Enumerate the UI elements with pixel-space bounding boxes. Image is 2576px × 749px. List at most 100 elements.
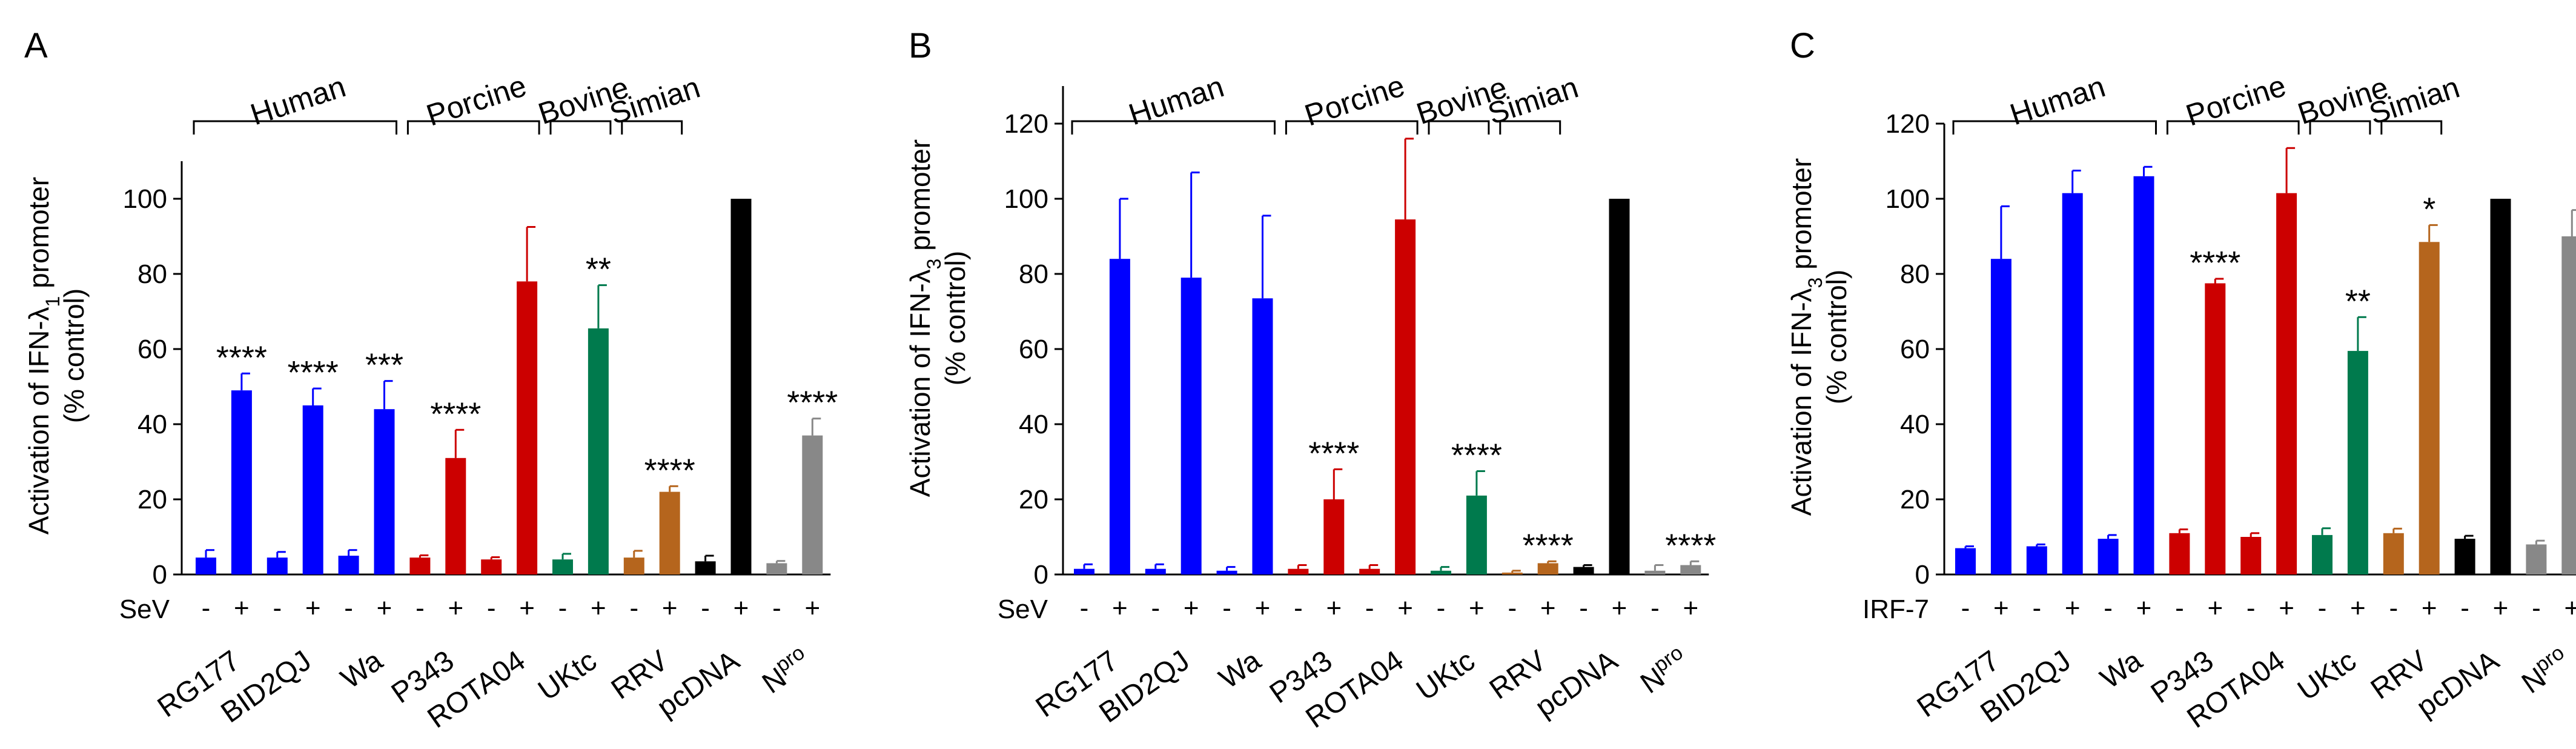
minus-sign: - [1579,593,1588,623]
bar [552,559,573,574]
minus-sign: - [344,593,353,623]
category-label-text: Wa [2094,644,2148,695]
plus-sign: + [2065,593,2081,623]
category-label: Wa [1213,644,1266,695]
plus-sign: + [377,593,392,623]
category-label-text: pcDNA [651,645,745,724]
plus-sign: + [1469,593,1485,623]
significance-label: * [2423,191,2435,227]
bar [409,558,431,574]
y-axis-title-line1: Activation of IFN-λ3 promoter [904,139,945,497]
minus-sign: - [772,593,781,623]
bar [730,199,752,574]
plus-sign: + [1540,593,1556,623]
group-bracket [2309,120,2371,135]
y-tick-label: 60 [1900,335,1930,364]
group-bracket [1428,120,1490,135]
bar [1502,572,1523,574]
minus-sign: - [1222,593,1231,623]
plus-sign: + [591,593,606,623]
y-tick-label: 40 [1019,410,1048,439]
panel-A: A 0 20 40 60 80 100 Activation of IFN-λ1 promot… [23,26,838,734]
panel-B: B 0 20 40 60 80 100 120 Activation of IFN-λ3 pro… [904,26,1716,734]
group-bracket [1952,120,2157,135]
plus-sign: + [662,593,678,623]
plus-sign: + [2136,593,2152,623]
bar [2526,544,2547,574]
significance-label: **** [288,355,339,391]
plus-sign: + [1612,593,1627,623]
y-axis-title-line2: (% control) [58,288,90,423]
minus-sign: - [273,593,282,623]
treatment-label: SeV [119,594,170,624]
bar [1680,565,1701,574]
group-bracket [549,120,612,135]
category-label: Npro [2514,641,2576,700]
bar [1609,199,1630,574]
plus-sign: + [234,593,250,623]
bar [1074,568,1094,574]
plus-sign: + [1184,593,1199,623]
category-label-text: UKtc [2292,645,2362,707]
bar [1323,499,1345,574]
bar [1537,563,1558,574]
bar [338,556,359,574]
bar [2205,283,2226,574]
significance-label: **** [1523,527,1574,564]
bar [1288,568,1309,574]
y-tick-label: 40 [1900,410,1930,439]
minus-sign: - [2532,593,2541,623]
minus-sign: - [1151,593,1160,623]
category-label: pcDNA [2411,645,2505,724]
plus-sign: + [804,593,820,623]
bar [2133,176,2154,574]
group-bracket [193,120,397,135]
bar [1466,495,1487,574]
group-label: Porcine [1300,68,1409,133]
group-label: Human [2006,69,2110,131]
bar [659,491,680,574]
y-title-subscript: 3 [1804,278,1826,288]
bar [802,435,823,574]
bar [2098,539,2119,574]
significance-label: ** [586,251,611,288]
y-title-part: promoter [23,177,55,296]
plus-sign: + [519,593,535,623]
category-label-text: Wa [335,644,388,695]
y-title-part: promoter [1786,158,1817,278]
minus-sign: - [1365,593,1374,623]
group-bracket [1071,120,1276,135]
bar [2454,539,2475,574]
y-axis-title: Activation of IFN-λ3 promoter(% control) [904,139,971,497]
group-label: Human [1125,69,1228,131]
bar [1109,259,1130,574]
y-tick-label: 80 [137,259,167,289]
y-title-part: Activation of IFN-λ [904,269,936,497]
minus-sign: - [701,593,710,623]
minus-sign: - [558,593,568,623]
y-title-subscript: 3 [923,259,945,270]
bar [481,559,502,574]
y-tick-label: 20 [137,485,167,514]
y-tick-label: 0 [153,560,167,590]
minus-sign: - [1651,593,1660,623]
minus-sign: - [487,593,496,623]
bar [1431,570,1451,574]
significance-label: **** [644,452,695,488]
y-tick-label: 80 [1900,259,1930,289]
plus-sign: + [733,593,749,623]
bar [302,405,323,574]
y-tick-label: 60 [1019,335,1048,364]
significance-label: **** [2190,245,2240,281]
plus-sign: + [1112,593,1128,623]
panel-letter: A [24,26,48,65]
bar [2312,534,2333,574]
y-tick-label: 20 [1019,485,1048,514]
bar [1644,570,1666,574]
minus-sign: - [1437,593,1446,623]
minus-sign: - [2104,593,2113,623]
category-label: Wa [2094,644,2148,695]
minus-sign: - [2175,593,2184,623]
plus-sign: + [2207,593,2223,623]
category-label-text: UKtc [532,645,603,707]
